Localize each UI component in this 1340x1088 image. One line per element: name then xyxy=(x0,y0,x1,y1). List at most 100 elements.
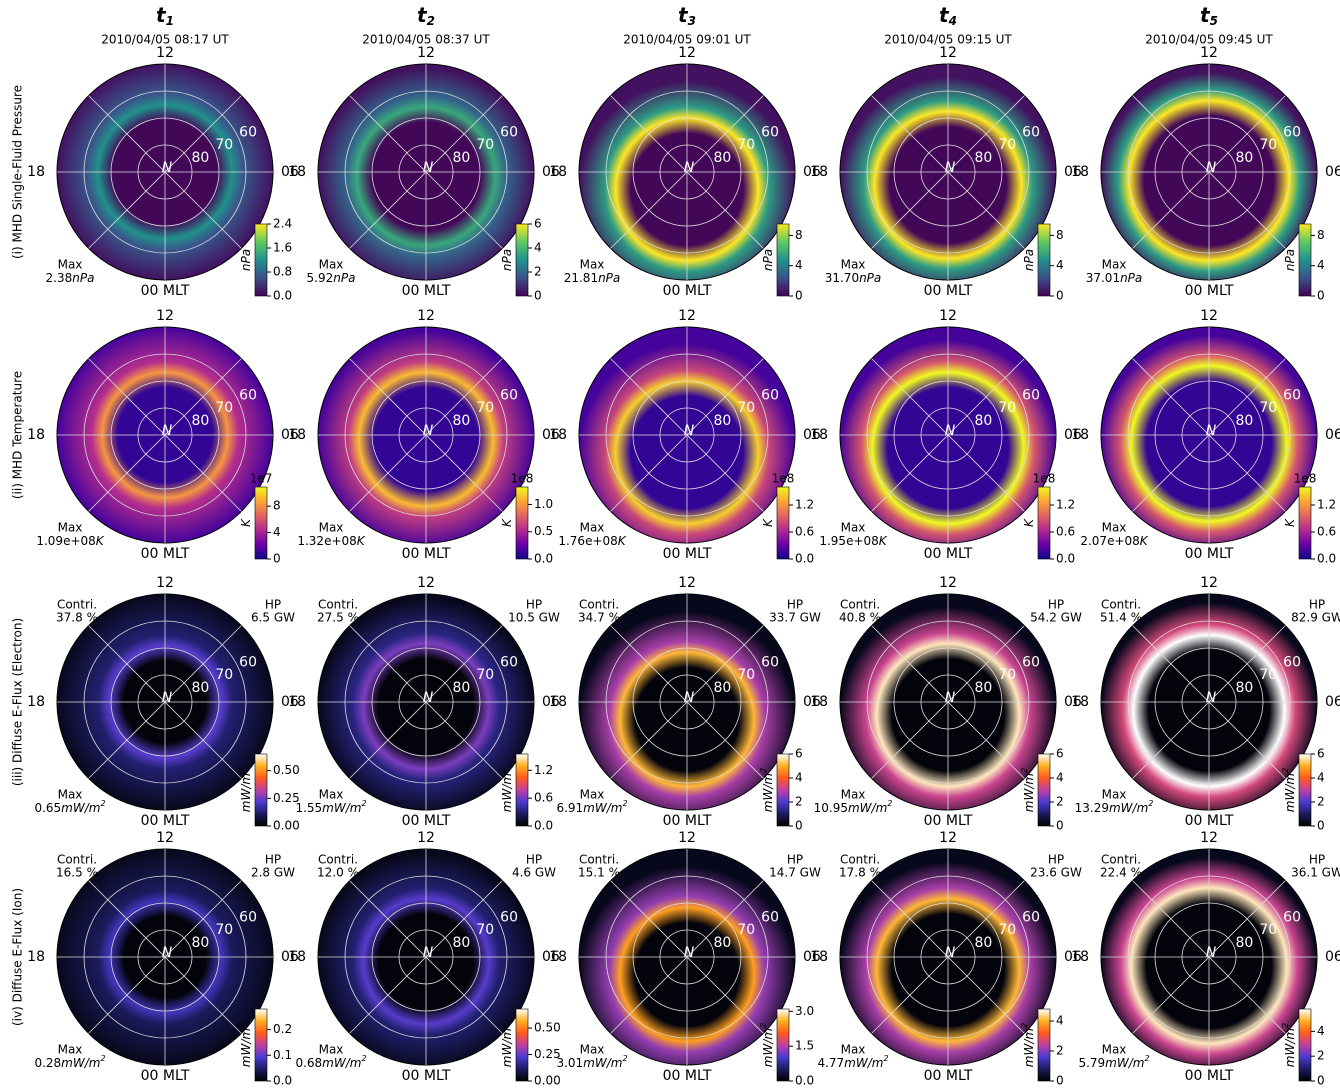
row-label: (i) MHD Single-Fluid Pressure xyxy=(11,85,25,259)
cbar-unit: mW/m2 xyxy=(1281,768,1297,812)
mlt-label: 12 xyxy=(939,575,957,591)
max-value: 2.38nPa xyxy=(46,271,95,285)
mlt-label: 00 MLT xyxy=(663,283,712,299)
cbar-tick-label: 4 xyxy=(1317,258,1325,272)
hp-label: HP xyxy=(787,598,803,612)
latitude-label: 70 xyxy=(215,667,233,683)
latitude-label: 60 xyxy=(1022,655,1040,671)
cbar-tick-label: 8 xyxy=(1317,228,1325,242)
max-number: 1.09e+08 xyxy=(36,534,95,548)
cbar-unit: mW/m2 xyxy=(1020,1023,1036,1067)
max-unit-sup: 2 xyxy=(622,1054,627,1063)
max-number: 5.79 xyxy=(1078,1056,1105,1070)
latitude-label: 70 xyxy=(476,922,494,938)
hp-label: HP xyxy=(1309,598,1325,612)
column-symbol: t4 xyxy=(939,3,957,28)
hp-value: 6.5 GW xyxy=(251,611,295,625)
colorbar xyxy=(1299,224,1311,296)
cbar-tick-label: 2 xyxy=(1317,795,1325,809)
pole-label: N xyxy=(423,160,434,176)
latitude-label: 80 xyxy=(1235,150,1253,166)
cbar-tick-label: 0.6 xyxy=(795,525,814,539)
pole-label: N xyxy=(684,690,695,706)
cbar-unit-sup: 2 xyxy=(1281,1023,1290,1028)
max-unit: nPa xyxy=(859,271,881,285)
max-number: 0.68 xyxy=(295,1056,322,1070)
mlt-label: 12 xyxy=(156,308,174,324)
cbar-tick-label: 6 xyxy=(795,747,803,761)
cbar-tick-label: 4 xyxy=(795,771,803,785)
hp-value: 4.6 GW xyxy=(512,866,556,880)
mlt-label: 12 xyxy=(1200,575,1218,591)
latitude-label: 60 xyxy=(1022,125,1040,141)
mlt-label: 12 xyxy=(156,830,174,846)
cbar-tick-label: 0.6 xyxy=(534,791,553,805)
cbar-tick-label: 1.0 xyxy=(534,497,553,511)
max-unit: mW/m xyxy=(61,1056,100,1070)
latitude-label: 60 xyxy=(239,910,257,926)
contri-label: Contri. xyxy=(57,853,97,867)
max-label: Max xyxy=(580,258,605,272)
cbar-offset: 1e8 xyxy=(1294,472,1317,486)
max-number: 5.92 xyxy=(307,271,334,285)
colorbar xyxy=(255,224,267,296)
cbar-offset: 1e8 xyxy=(511,472,534,486)
latitude-label: 70 xyxy=(737,137,755,153)
cbar-tick-label: 0.1 xyxy=(273,1048,292,1062)
cbar-tick-label: 0.6 xyxy=(1056,525,1075,539)
mlt-label: 06 xyxy=(1325,427,1340,443)
cbar-unit: mW/m2 xyxy=(498,1023,514,1067)
cbar-unit-text: mW/m xyxy=(500,773,514,812)
cbar-tick-label: 4 xyxy=(273,525,281,539)
row-label: (iii) Diffuse E-Flux (Electron) xyxy=(11,618,25,786)
pole-label: N xyxy=(162,423,173,439)
mlt-label: 18 xyxy=(1071,427,1089,443)
contri-label: Contri. xyxy=(840,598,880,612)
cbar-tick-label: 0.00 xyxy=(534,1074,561,1088)
max-unit: K xyxy=(879,534,888,548)
max-unit: mW/m xyxy=(61,801,100,815)
mlt-label: 18 xyxy=(810,164,828,180)
latitude-label: 60 xyxy=(500,655,518,671)
latitude-label: 70 xyxy=(1259,922,1277,938)
max-unit: mW/m xyxy=(583,801,622,815)
cbar-tick-label: 4 xyxy=(1317,771,1325,785)
hp-label: HP xyxy=(787,853,803,867)
max-unit-sup: 2 xyxy=(887,799,892,808)
contri-label: Contri. xyxy=(57,598,97,612)
latitude-label: 70 xyxy=(737,667,755,683)
mlt-label: 12 xyxy=(1200,830,1218,846)
max-number: 37.01 xyxy=(1086,271,1120,285)
column-symbol: t2 xyxy=(417,3,435,28)
mlt-label: 12 xyxy=(417,830,435,846)
max-label: Max xyxy=(841,258,866,272)
max-number: 1.95e+08 xyxy=(819,534,878,548)
cbar-unit: nPa xyxy=(1283,249,1297,271)
mlt-label: 06 xyxy=(1325,694,1340,710)
max-value: 1.09e+08K xyxy=(36,534,104,548)
row-label: (iv) Diffuse E-Flux (Ion) xyxy=(11,888,25,1026)
latitude-label: 60 xyxy=(761,125,779,141)
cbar-tick-label: 2 xyxy=(534,265,542,279)
mlt-label: 00 MLT xyxy=(1185,1068,1234,1084)
cbar-unit-text: nPa xyxy=(239,249,253,271)
cbar-tick-label: 6 xyxy=(534,217,542,231)
cbar-unit-text: nPa xyxy=(761,249,775,271)
cbar-tick-label: 2 xyxy=(795,795,803,809)
latitude-label: 70 xyxy=(737,400,755,416)
cbar-tick-label: 0.0 xyxy=(1056,552,1075,566)
mlt-label: 12 xyxy=(678,830,696,846)
cbar-unit-text: mW/m xyxy=(1022,773,1036,812)
max-unit-sup: 2 xyxy=(100,799,105,808)
max-number: 31.70 xyxy=(825,271,859,285)
mlt-label: 00 MLT xyxy=(1185,283,1234,299)
latitude-label: 70 xyxy=(1259,667,1277,683)
mlt-label: 18 xyxy=(1071,164,1089,180)
max-number: 6.91 xyxy=(556,801,583,815)
cbar-unit-sup: 2 xyxy=(1020,1023,1029,1028)
colorbar xyxy=(1299,754,1311,826)
max-number: 2.07e+08 xyxy=(1080,534,1139,548)
contri-label: Contri. xyxy=(318,853,358,867)
mlt-label: 12 xyxy=(678,45,696,61)
colorbar xyxy=(1038,754,1050,826)
